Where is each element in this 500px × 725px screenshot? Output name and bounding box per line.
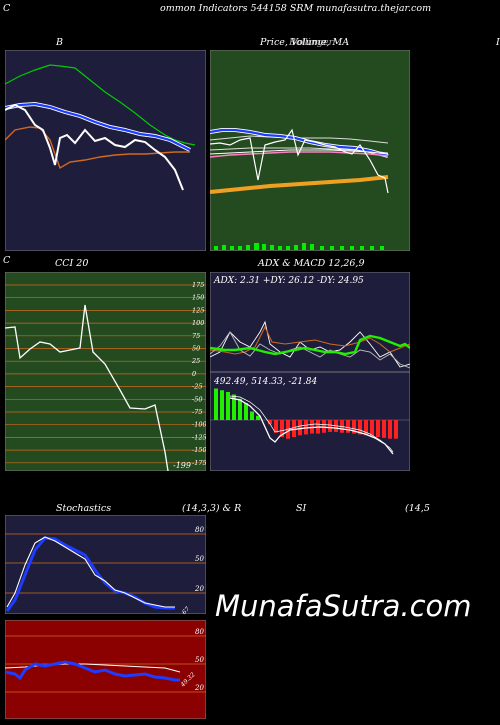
price-ma-line bbox=[210, 128, 389, 158]
cci-tick-label: -25 bbox=[192, 383, 202, 391]
macd-signal-line bbox=[229, 395, 394, 453]
cci-line bbox=[5, 304, 169, 471]
cci-tick-label: 175 bbox=[192, 281, 204, 289]
cci-tick-label: -150 bbox=[192, 446, 206, 454]
stoch-tick-50: 50 bbox=[195, 555, 204, 563]
macd-histogram-bar bbox=[274, 420, 278, 433]
macd-histogram-bar bbox=[376, 420, 380, 437]
cci-tick-label: -100 bbox=[192, 421, 206, 429]
stoch-title: Stochastics bbox=[56, 503, 112, 514]
cci-panel: 175 150 125 100 75 50 25 0 -25 -50 -75 -100 -125 -150… bbox=[5, 272, 206, 471]
cci-last-value: -199 bbox=[173, 461, 191, 470]
macd-line bbox=[229, 397, 394, 455]
macd-histogram-bar bbox=[370, 420, 374, 437]
macd-histogram-bar bbox=[310, 420, 314, 434]
rsi-title: SI bbox=[296, 503, 307, 514]
price-panel bbox=[210, 50, 410, 251]
cci-tick-label: 50 bbox=[192, 345, 200, 353]
stoch-title-params: (14,3,3) & R bbox=[182, 503, 242, 514]
rsi-line bbox=[5, 660, 180, 682]
adx-title: ADX & MACD 12,26,9 bbox=[258, 258, 365, 269]
macd-histogram-bar bbox=[328, 420, 332, 432]
rsi-smooth-line bbox=[5, 663, 181, 673]
adx-white-line bbox=[210, 320, 410, 368]
price-orange-line bbox=[210, 175, 389, 194]
macd-histogram-bar bbox=[226, 391, 230, 420]
bands-upper-line bbox=[5, 64, 196, 146]
bands-lower-line bbox=[5, 126, 190, 170]
cci-tick-label: -175 bbox=[192, 459, 206, 467]
macd-histogram-bar bbox=[394, 420, 398, 439]
macd-histogram-bar bbox=[346, 420, 350, 433]
bands-ma-line bbox=[5, 102, 191, 151]
cci-tick-label: 0 bbox=[192, 370, 196, 378]
rsi-tick-80: 80 bbox=[195, 628, 204, 636]
stoch-k-line bbox=[6, 536, 175, 608]
macd-histogram-bar bbox=[244, 403, 248, 420]
price-title-overlap: Bollinger bbox=[289, 37, 334, 48]
macd-histogram-bar bbox=[304, 420, 308, 435]
macd-histogram-bar bbox=[280, 420, 284, 437]
rsi-title-params: (14,5 bbox=[405, 503, 430, 514]
macd-histogram-bar bbox=[292, 420, 296, 437]
fragment-c: C bbox=[3, 255, 11, 266]
macd-histogram-bar bbox=[382, 420, 386, 438]
macd-histogram-bar bbox=[256, 415, 260, 420]
macd-histogram-bar bbox=[298, 420, 302, 436]
macd-histogram-bar bbox=[388, 420, 392, 439]
adx-minus-di-line bbox=[210, 331, 410, 369]
cci-tick-label: -50 bbox=[192, 395, 202, 403]
macd-histogram-bar bbox=[322, 420, 326, 433]
bands-panel bbox=[5, 50, 206, 251]
cci-tick-label: 25 bbox=[191, 357, 200, 365]
rsi-tick-50: 50 bbox=[195, 656, 204, 664]
macd-histogram-bar bbox=[232, 394, 236, 420]
cci-tick-label: 125 bbox=[192, 306, 204, 314]
bands-title-fragment: I bbox=[496, 37, 500, 48]
macd-histogram-bar bbox=[352, 420, 356, 434]
cci-tick-label: -75 bbox=[192, 408, 202, 416]
bands-title: B bbox=[56, 37, 63, 48]
macd-histogram-bar bbox=[268, 420, 272, 425]
macd-histogram-bar bbox=[358, 420, 362, 435]
rsi-tick-20: 20 bbox=[194, 684, 204, 692]
price-close-line bbox=[210, 128, 389, 194]
cci-tick-label: 100 bbox=[192, 319, 204, 327]
stoch-panel: 80 50 20 -67 bbox=[5, 515, 206, 614]
macd-histogram-bar bbox=[250, 411, 254, 420]
cci-tick-label: -125 bbox=[192, 433, 206, 441]
macd-histogram-bar bbox=[220, 390, 224, 420]
stoch-tick-80: 80 bbox=[195, 526, 204, 534]
macd-readout: 492.49, 514.33, -21.84 bbox=[213, 377, 318, 387]
price-title: Price, Volume, MA bbox=[260, 37, 350, 48]
adx-line bbox=[210, 334, 410, 356]
watermark: MunafaSutra.com bbox=[215, 589, 472, 623]
macd-panel: 492.49, 514.33, -21.84 bbox=[210, 372, 410, 471]
stoch-last-value: -67 bbox=[179, 606, 191, 614]
cci-tick-label: 150 bbox=[192, 294, 204, 302]
adx-panel: ADX: 2.31 +DY: 26.12 -DY: 24.95 bbox=[210, 272, 410, 372]
macd-histogram-bar bbox=[364, 420, 368, 436]
adx-readout: ADX: 2.31 +DY: 26.12 -DY: 24.95 bbox=[213, 276, 364, 286]
cci-title: CCI 20 bbox=[55, 258, 89, 269]
bands-price-line bbox=[5, 103, 184, 191]
macd-histogram-bar bbox=[214, 388, 218, 420]
volume-bars bbox=[214, 243, 384, 250]
macd-histogram-bar bbox=[238, 398, 242, 420]
header-fragment: C bbox=[3, 3, 11, 14]
rsi-panel: 80 50 20 49.32 bbox=[5, 620, 206, 719]
page-title: ommon Indicators 544158 SRM munafasutra.… bbox=[160, 3, 432, 14]
stoch-tick-20: 20 bbox=[194, 585, 204, 593]
cci-tick-label: 75 bbox=[192, 332, 200, 340]
